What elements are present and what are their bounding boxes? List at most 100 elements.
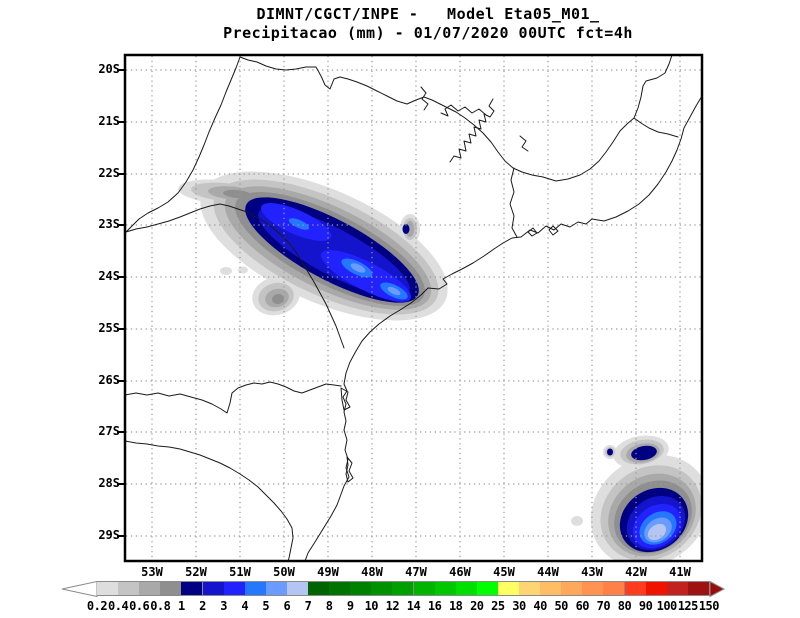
colorbar-segment — [392, 581, 415, 596]
lat-label: 22S — [98, 166, 120, 180]
colorbar-segment — [413, 581, 436, 596]
state-border-mg-rj — [542, 117, 635, 182]
colorbar-segment — [286, 581, 309, 596]
island-sao-francisco — [340, 387, 351, 411]
colorbar-segment — [645, 581, 668, 596]
colorbar-label: 4 — [241, 599, 249, 613]
colorbar-segment — [329, 581, 352, 596]
lat-label: 29S — [98, 528, 120, 542]
colorbar-segment — [540, 581, 563, 596]
colorbar-segment — [181, 581, 204, 596]
bay-sepetiba — [527, 227, 538, 237]
state-border-sp-pr — [126, 203, 345, 349]
lat-label: 27S — [98, 424, 120, 438]
colorbar-label: 30 — [512, 599, 526, 613]
coastline — [304, 96, 701, 560]
colorbar-segment — [350, 581, 373, 596]
colorbar-label: 50 — [554, 599, 568, 613]
colorbar-segment — [139, 581, 162, 596]
lon-label: 45W — [493, 565, 515, 579]
colorbar-segment — [371, 581, 394, 596]
colorbar-segment — [497, 581, 520, 596]
lat-label: 23S — [98, 217, 120, 231]
colorbar-label: 12 — [385, 599, 400, 613]
lon-label: 44W — [537, 565, 559, 579]
precip-contours — [178, 171, 701, 560]
state-border-ms-sp-parana-river — [126, 56, 241, 233]
colorbar-label: 3 — [220, 599, 227, 613]
map-title-line2: Precipitacao (mm) - 01/07/2020 00UTC fct… — [223, 24, 633, 42]
lon-label: 46W — [449, 565, 471, 579]
colorbar-segment — [118, 581, 141, 596]
state-border-mg-sp-rio-grande — [239, 56, 544, 178]
colorbar-segment — [434, 581, 457, 596]
colorbar-segment — [603, 581, 626, 596]
state-border-rj-sp — [509, 167, 518, 238]
state-border-pr-sc — [126, 381, 342, 414]
island-florianopolis — [345, 456, 354, 483]
bay-guanabara — [548, 225, 559, 236]
lake-small-outline-west — [420, 86, 429, 111]
colorbar-right-arrow — [709, 580, 726, 598]
lon-label: 52W — [185, 565, 207, 579]
lat-label: 26S — [98, 373, 120, 387]
colorbar-segment — [265, 581, 288, 596]
lat-label: 25S — [98, 321, 120, 335]
colorbar-label: 150 — [698, 599, 720, 613]
colorbar-label: 6 — [283, 599, 291, 613]
colorbar-segment — [223, 581, 246, 596]
colorbar-label: 16 — [427, 599, 442, 613]
lon-label: 48W — [361, 565, 383, 579]
colorbar-label: 9 — [346, 599, 354, 613]
colorbar-segment — [519, 581, 542, 596]
map-frame — [123, 53, 704, 563]
colorbar-label: 60 — [575, 599, 590, 613]
colorbar-segment — [582, 581, 605, 596]
colorbar-segment — [624, 581, 647, 596]
colorbar-label: 5 — [262, 599, 270, 613]
colorbar-segment — [687, 581, 710, 596]
lon-label: 41W — [669, 565, 691, 579]
colorbar-label: 2 — [199, 599, 206, 613]
colorbar-segment — [244, 581, 267, 596]
lon-label: 47W — [405, 565, 427, 579]
lon-label: 43W — [581, 565, 603, 579]
lat-label: 24S — [98, 269, 120, 283]
colorbar-label: 0.6 — [129, 599, 150, 613]
colorbar-label: 40 — [533, 599, 547, 613]
colorbar-label: 7 — [304, 599, 312, 613]
lon-label: 53W — [141, 565, 163, 579]
lon-label: 51W — [229, 565, 251, 579]
colorbar-segment — [97, 581, 120, 596]
lake-small-outline-east — [519, 135, 529, 152]
colorbar-label: 0.2 — [86, 599, 108, 613]
colorbar-label: 8 — [325, 599, 333, 613]
lon-label: 49W — [317, 565, 339, 579]
colorbar-label: 70 — [596, 599, 611, 613]
colorbar-label: 0.4 — [108, 599, 129, 613]
colorbar-segment — [666, 581, 689, 596]
colorbar-segment — [476, 581, 499, 596]
colorbar-label: 10 — [364, 599, 379, 613]
colorbar-segment — [160, 581, 183, 596]
state-border-es-rj — [633, 117, 679, 138]
state-border-mg-es — [633, 56, 673, 119]
state-border-sc-rs — [126, 440, 294, 560]
colorbar-segment — [561, 581, 584, 596]
colorbar-left-arrow — [61, 580, 98, 598]
colorbar-label: 20 — [470, 599, 484, 613]
lake-furnas-branch-outline — [440, 104, 487, 117]
lon-label: 42W — [625, 565, 647, 579]
precip-contour-level-6mm — [647, 523, 667, 541]
lat-label: 21S — [98, 114, 120, 128]
colorbar-segment — [202, 581, 225, 596]
lat-label: 20S — [98, 62, 120, 76]
lake-furnas-outline — [449, 98, 495, 163]
colorbar-segment — [308, 581, 331, 596]
lat-axis-ticks — [117, 69, 125, 537]
colorbar-label: 0.8 — [150, 599, 171, 613]
colorbar-label: 90 — [638, 599, 653, 613]
colorbar-label: 125 — [677, 599, 699, 613]
